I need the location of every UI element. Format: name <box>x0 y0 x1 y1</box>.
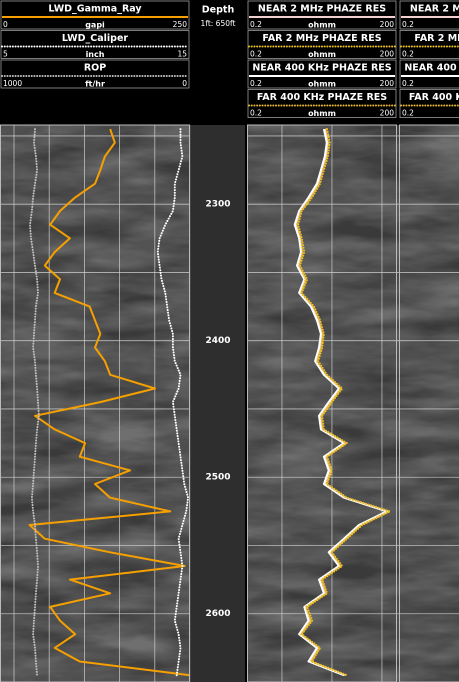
scale-min: 0 <box>3 20 8 29</box>
header-box <box>247 89 397 118</box>
depth-label: 2400 <box>205 336 230 346</box>
header-box <box>399 89 459 118</box>
scale-min: 0.2 <box>402 20 414 29</box>
rock-texture <box>247 125 459 682</box>
header-box <box>0 0 190 30</box>
depth-track-background <box>191 125 245 682</box>
curve-name: NEAR 2 MHz PHAZE RES <box>410 4 459 15</box>
track-frame <box>399 124 459 682</box>
scale-max: 200 <box>380 79 395 88</box>
curve-unit: inch <box>86 50 105 59</box>
scale-min: 5 <box>3 50 8 59</box>
header-box <box>0 59 190 89</box>
depth-label: 2500 <box>205 473 230 483</box>
log-curve <box>156 128 190 677</box>
header-box <box>247 0 397 30</box>
log-curve <box>28 128 191 677</box>
scale-max: 200 <box>380 20 395 29</box>
scale-min: 0.2 <box>250 109 262 118</box>
scale-min: 1000 <box>3 79 22 88</box>
scale-min: 0.2 <box>402 109 414 118</box>
depth-label: 2300 <box>205 200 230 210</box>
curve-name: LWD_Gamma_Ray <box>48 4 142 15</box>
curve-unit: ohmm <box>308 21 336 30</box>
log-curve <box>293 128 388 677</box>
curve-unit: ft/hr <box>85 80 105 89</box>
log-curve <box>297 128 391 677</box>
depth-label: 2600 <box>205 609 230 619</box>
curve-name: FAR 400 KHz PHAZE RES <box>257 92 387 103</box>
track-frame <box>0 124 190 682</box>
scale-max: 15 <box>177 50 187 59</box>
curve-name: NEAR 400 KHz PHAZE RES <box>252 63 391 74</box>
scale-max: 0 <box>182 79 187 88</box>
header-box <box>247 30 397 59</box>
curve-unit: ohmm <box>308 80 336 89</box>
scale-min: 0.2 <box>250 20 262 29</box>
header-box <box>399 59 459 89</box>
scale-max: 200 <box>380 109 395 118</box>
curve-name: NEAR 2 MHz PHAZE RES <box>258 4 386 15</box>
scale-min: 0.2 <box>250 79 262 88</box>
curve-name: LWD_Caliper <box>62 33 129 44</box>
curve-name: NEAR 400 KHz PHAZE RES <box>404 63 459 74</box>
scale-max: 200 <box>380 50 395 59</box>
scale-min: 0.2 <box>402 50 414 59</box>
depth-title: Depth <box>202 5 235 16</box>
curve-unit: ohmm <box>308 109 336 118</box>
curve-unit: gapi <box>85 21 105 30</box>
scale-min: 0.2 <box>402 79 414 88</box>
curve-name: FAR 2 MHz PHAZE RES <box>262 33 381 44</box>
scale-max: 250 <box>173 20 188 29</box>
header-box <box>247 59 397 89</box>
curve-unit: ohmm <box>308 50 336 59</box>
depth-scale: 1ft: 650ft <box>201 19 236 28</box>
header-box <box>0 30 190 59</box>
header-box <box>399 0 459 30</box>
curve-name: FAR 2 MHz PHAZE RES <box>414 33 459 44</box>
scale-min: 0.2 <box>250 50 262 59</box>
curve-name: FAR 400 KHz PHAZE RES <box>409 92 459 103</box>
log-curve <box>29 128 40 677</box>
curve-name: ROP <box>84 63 106 74</box>
header-box <box>399 30 459 59</box>
track-frame <box>247 124 397 682</box>
